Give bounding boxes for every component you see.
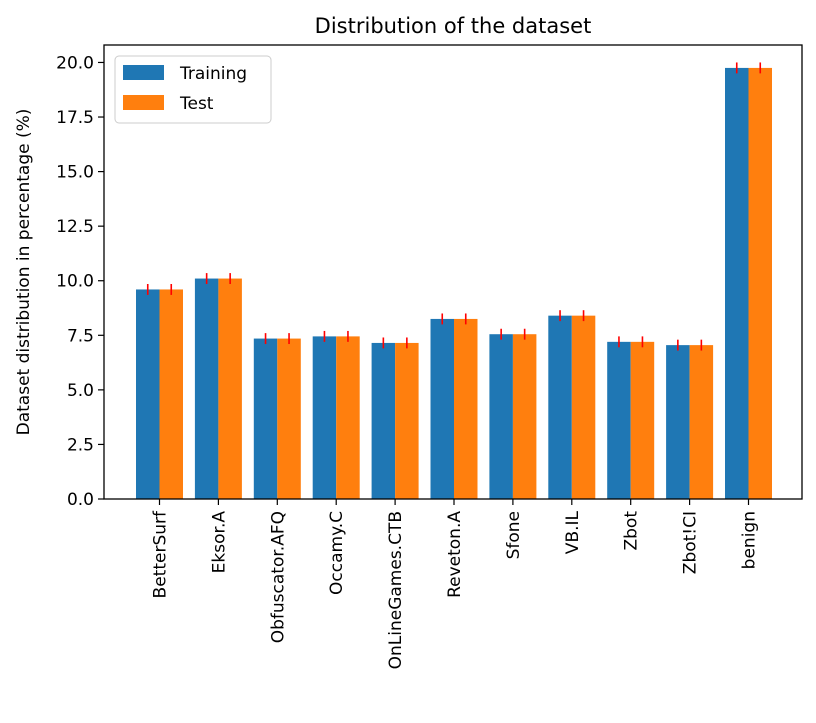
bar-training-7 — [548, 315, 572, 499]
bar-test-6 — [512, 334, 537, 499]
x-tick-label: Zbot — [622, 511, 642, 551]
x-tick-label: benign — [740, 511, 760, 569]
bar-test-2 — [277, 338, 301, 499]
bar-test-4 — [395, 342, 419, 499]
bar-training-2 — [253, 338, 278, 499]
bar-training-10 — [725, 67, 749, 499]
legend-label-training: Training — [179, 64, 247, 84]
y-axis-label: Dataset distribution in percentage (%) — [14, 109, 34, 436]
x-tick-label: Reveton.A — [445, 511, 465, 598]
y-tick-label: 20.0 — [56, 53, 94, 73]
bar-test-7 — [571, 315, 596, 499]
x-tick-label: Obfuscator.AFQ — [268, 511, 288, 643]
bar-training-3 — [312, 336, 337, 499]
bar-training-5 — [430, 318, 454, 499]
bar-test-3 — [336, 336, 360, 499]
legend-label-test: Test — [179, 94, 214, 114]
y-tick-label: 17.5 — [56, 108, 94, 128]
y-tick-label: 10.0 — [56, 272, 94, 292]
bar-training-4 — [371, 342, 396, 499]
bar-training-8 — [607, 341, 631, 499]
y-tick-label: 15.0 — [56, 163, 94, 183]
bar-test-9 — [689, 345, 714, 499]
y-tick-label: 0.0 — [67, 490, 94, 510]
legend-swatch-training — [123, 65, 164, 80]
y-tick-label: 5.0 — [67, 381, 94, 401]
bar-training-1 — [194, 278, 219, 499]
axes-frame — [103, 44, 803, 500]
bar-training-6 — [489, 334, 513, 499]
bar-training-9 — [666, 345, 690, 499]
bar-test-0 — [159, 289, 183, 499]
y-tick-label: 2.5 — [67, 435, 94, 455]
x-tick-label: BetterSurf — [151, 510, 171, 598]
bar-test-5 — [454, 318, 478, 499]
x-tick-label: Zbot!CI — [681, 511, 701, 574]
x-tick-label: Eksor.A — [209, 511, 229, 574]
bar-training-0 — [136, 289, 160, 499]
plot-area: 0.0 2.5 5.0 7.5 10.0 12.5 15.0 17.5 20.0 BetterSu… — [56, 44, 803, 669]
x-tick-label: Sfone — [504, 511, 524, 559]
legend-swatch-test — [123, 95, 164, 110]
bar-test-1 — [218, 278, 242, 499]
x-tick-label: Occamy.C — [327, 511, 347, 595]
bar-test-8 — [630, 341, 655, 499]
y-tick-label: 12.5 — [56, 217, 94, 237]
x-tick-label: VB.IL — [563, 510, 583, 554]
y-tick-label: 7.5 — [67, 326, 94, 346]
legend: Training Test — [114, 55, 272, 124]
x-tick-label: OnLineGames.CTB — [386, 511, 406, 669]
chart-title: Distribution of the dataset — [315, 14, 592, 38]
bar-test-10 — [748, 67, 772, 499]
